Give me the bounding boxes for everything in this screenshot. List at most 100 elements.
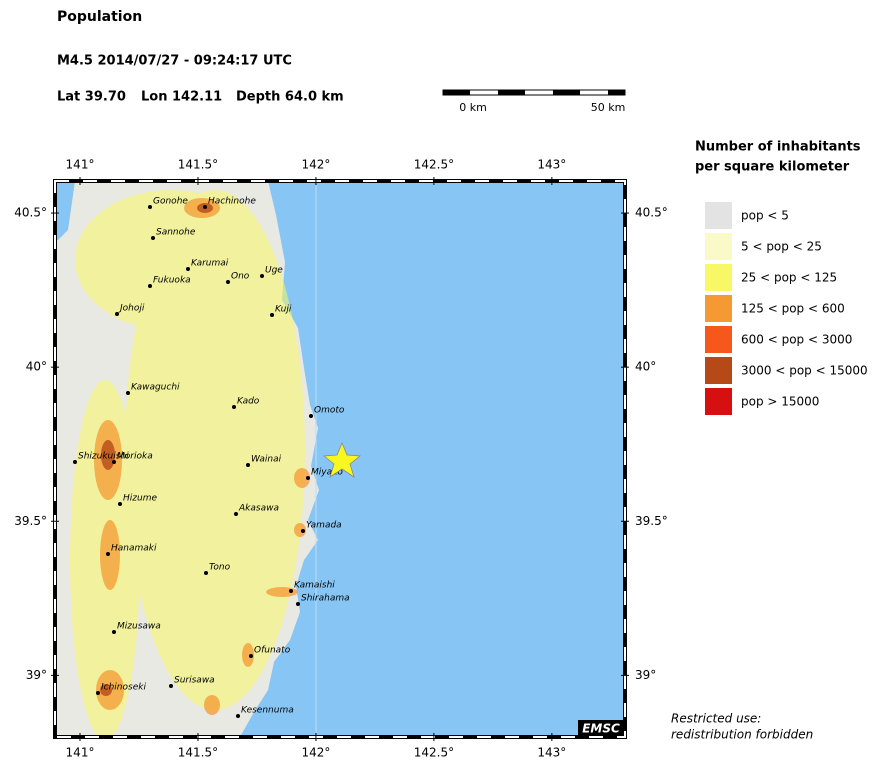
city-dot <box>96 691 100 695</box>
scale-start: 0 km <box>459 101 487 114</box>
city-label: Kuji <box>275 305 292 315</box>
x-tick-label: 142.5° <box>414 158 454 172</box>
event: M4.5 2014/07/27 - 09:24:17 UTC <box>57 54 292 69</box>
legend-label: 125 < pop < 600 <box>741 302 845 316</box>
x-tick-label: 142.5° <box>414 746 454 760</box>
city-dot <box>148 284 152 288</box>
city-dot <box>249 654 253 658</box>
city-dot <box>204 571 208 575</box>
x-tick-label: 141.5° <box>178 158 218 172</box>
city-dot <box>232 405 236 409</box>
city-dot <box>169 684 173 688</box>
city-label: Akasawa <box>238 504 279 514</box>
city-label: Uge <box>265 266 283 276</box>
city-label: Gonohe <box>153 197 188 207</box>
legend-swatch <box>705 357 732 384</box>
x-tick-label: 143° <box>537 746 566 760</box>
city-dot <box>186 267 190 271</box>
epicenter <box>322 441 362 478</box>
city-dot <box>301 529 305 533</box>
x-tick-label: 142° <box>301 158 330 172</box>
legend-title: per square kilometer <box>695 160 850 175</box>
city-label: Hachinohe <box>208 197 256 207</box>
x-tick-label: 141° <box>66 746 95 760</box>
city-label: Shirahama <box>301 594 350 604</box>
legend-swatch <box>705 388 732 415</box>
city-label: Miyako <box>311 468 343 478</box>
y-tick-label: 39° <box>26 668 47 682</box>
scale-end: 50 km <box>591 101 626 114</box>
legend-swatch <box>705 264 732 291</box>
city-dot <box>236 714 240 718</box>
city-dot <box>112 630 116 634</box>
city-label: Shizukuishi <box>78 452 129 462</box>
y-tick-label: 40° <box>635 360 656 374</box>
city-dot <box>289 589 293 593</box>
city-label: Hizume <box>123 494 157 504</box>
city-label: Kawaguchi <box>131 383 180 393</box>
city-label: Surisawa <box>174 676 215 686</box>
legend-label: 600 < pop < 3000 <box>741 333 852 347</box>
city-label: Omoto <box>314 406 345 416</box>
y-tick-label: 40.5° <box>14 206 47 220</box>
city-label: Ofunato <box>254 646 291 656</box>
city-dot <box>106 552 110 556</box>
city-label: Kamaishi <box>294 581 335 591</box>
x-tick-label: 142° <box>301 746 330 760</box>
lat: Lat 39.70 <box>57 90 126 105</box>
logo: EMSC <box>582 722 620 736</box>
city-label: Kado <box>237 397 260 407</box>
y-tick-label: 40° <box>26 360 47 374</box>
footer: redistribution forbidden <box>671 728 813 742</box>
legend-label: pop < 5 <box>741 209 789 223</box>
city-label: Johoji <box>118 304 145 314</box>
city-dot <box>112 460 116 464</box>
city-dot <box>203 205 207 209</box>
city-dot <box>148 205 152 209</box>
city-dot <box>270 313 274 317</box>
city-label: Sannohe <box>156 228 196 238</box>
city-label: Ono <box>231 272 250 282</box>
footer: Restricted use: <box>671 712 761 726</box>
city-label: Yamada <box>306 521 342 531</box>
city-label: Wainai <box>251 455 282 465</box>
city-label: Ichinoseki <box>101 683 146 693</box>
city-label: Kesennuma <box>241 706 294 716</box>
legend-swatch <box>705 202 732 229</box>
city-dot <box>226 280 230 284</box>
legend-title: Number of inhabitants <box>695 140 861 155</box>
legend-swatch <box>705 326 732 353</box>
scale-bar: 0 km 50 km <box>442 89 626 114</box>
city-dot <box>296 602 300 606</box>
legend-swatch <box>705 233 732 260</box>
city-label: Mizusawa <box>117 622 161 632</box>
city-label: Morioka <box>117 452 153 462</box>
legend-label: 5 < pop < 25 <box>741 240 822 254</box>
y-tick-label: 39° <box>635 668 656 682</box>
city-label: Hanamaki <box>111 544 157 554</box>
legend-swatch <box>705 295 732 322</box>
city-label: Tono <box>209 563 231 573</box>
city-label: Karumai <box>191 259 229 269</box>
city-dot <box>309 414 313 418</box>
city-dot <box>73 460 77 464</box>
x-tick-label: 141.5° <box>178 746 218 760</box>
city-dot <box>126 391 130 395</box>
legend-label: 25 < pop < 125 <box>741 271 837 285</box>
depth: Depth 64.0 km <box>236 90 344 105</box>
city-dot <box>246 463 250 467</box>
city-label: Fukuoka <box>153 276 191 286</box>
x-tick-label: 141° <box>66 158 95 172</box>
city-dot <box>151 236 155 240</box>
city-dot <box>115 312 119 316</box>
title: Population <box>57 9 142 25</box>
lon: Lon 142.11 <box>141 90 222 105</box>
y-tick-label: 39.5° <box>635 514 668 528</box>
legend-label: 3000 < pop < 15000 <box>741 364 868 378</box>
city-dot <box>306 476 310 480</box>
y-tick-label: 40.5° <box>635 206 668 220</box>
city-dot <box>234 512 238 516</box>
legend-label: pop > 15000 <box>741 395 819 409</box>
